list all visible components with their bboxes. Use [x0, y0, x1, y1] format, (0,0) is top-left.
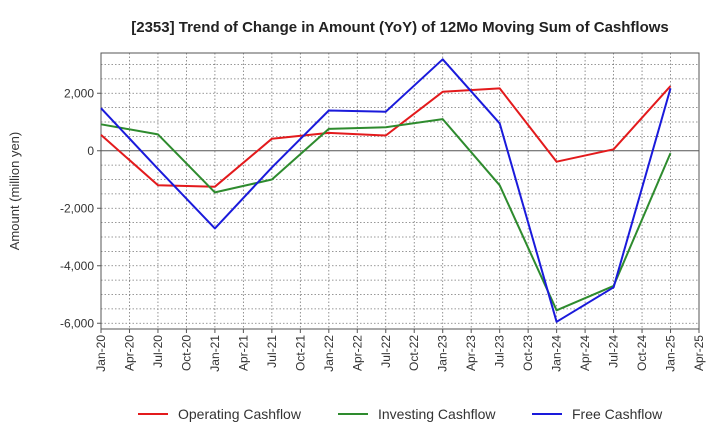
x-tick-label: Jul-24 [607, 335, 621, 368]
free-cashflow-line [100, 58, 672, 323]
x-tick-label: Jan-23 [436, 335, 450, 372]
operating-cashflow-line [100, 85, 672, 188]
x-tick-label: Apr-22 [350, 335, 364, 371]
chart-title: [2353] Trend of Change in Amount (YoY) o… [131, 19, 669, 36]
investing-cashflow-line [100, 118, 672, 312]
y-tick-label: -2,000 [60, 201, 94, 215]
x-tick-label: Jul-20 [151, 335, 165, 368]
x-tick-label: Oct-24 [635, 335, 649, 371]
legend: Operating Cashflow Investing Cashflow Free… [138, 406, 663, 422]
y-tick-label: 0 [87, 144, 94, 158]
x-tick-label: Apr-20 [122, 335, 136, 371]
x-tick-label: Oct-21 [293, 335, 307, 371]
free-cashflow-legend-label: Free Cashflow [572, 406, 663, 422]
investing-cashflow-legend-label: Investing Cashflow [378, 406, 496, 422]
x-tick-label: Jan-25 [664, 335, 678, 372]
x-tick-label: Jan-24 [550, 335, 564, 372]
x-tick-label: Jul-22 [379, 335, 393, 368]
x-tick-label: Oct-23 [521, 335, 535, 371]
x-tick-label: Jul-23 [493, 335, 507, 368]
y-tick-label: -4,000 [60, 259, 94, 273]
x-tick-label: Jul-21 [265, 335, 279, 368]
x-tick-label: Jan-21 [208, 335, 222, 372]
series-lines [100, 58, 672, 323]
x-tick-label: Oct-22 [407, 335, 421, 371]
x-tick-label: Oct-20 [179, 335, 193, 371]
y-tick-label: 2,000 [64, 86, 94, 100]
x-tick-label: Jan-20 [94, 335, 108, 372]
x-tick-label: Apr-23 [464, 335, 478, 371]
y-tick-label: -6,000 [60, 316, 94, 330]
operating-cashflow-legend-label: Operating Cashflow [178, 406, 302, 422]
y-axis-ticks: 2,000 0 -2,000 -4,000 -6,000 [60, 86, 101, 330]
x-tick-label: Jan-22 [322, 335, 336, 372]
y-axis-label: Amount (million yen) [7, 132, 22, 251]
x-tick-label: Apr-24 [578, 335, 592, 371]
x-tick-label: Apr-21 [236, 335, 250, 371]
x-tick-label: Apr-25 [692, 335, 706, 371]
x-axis-ticks: Jan-20 Apr-20 Jul-20 Oct-20 Jan-21 Apr-21 Jul-… [94, 329, 706, 372]
plot-area [100, 52, 700, 330]
